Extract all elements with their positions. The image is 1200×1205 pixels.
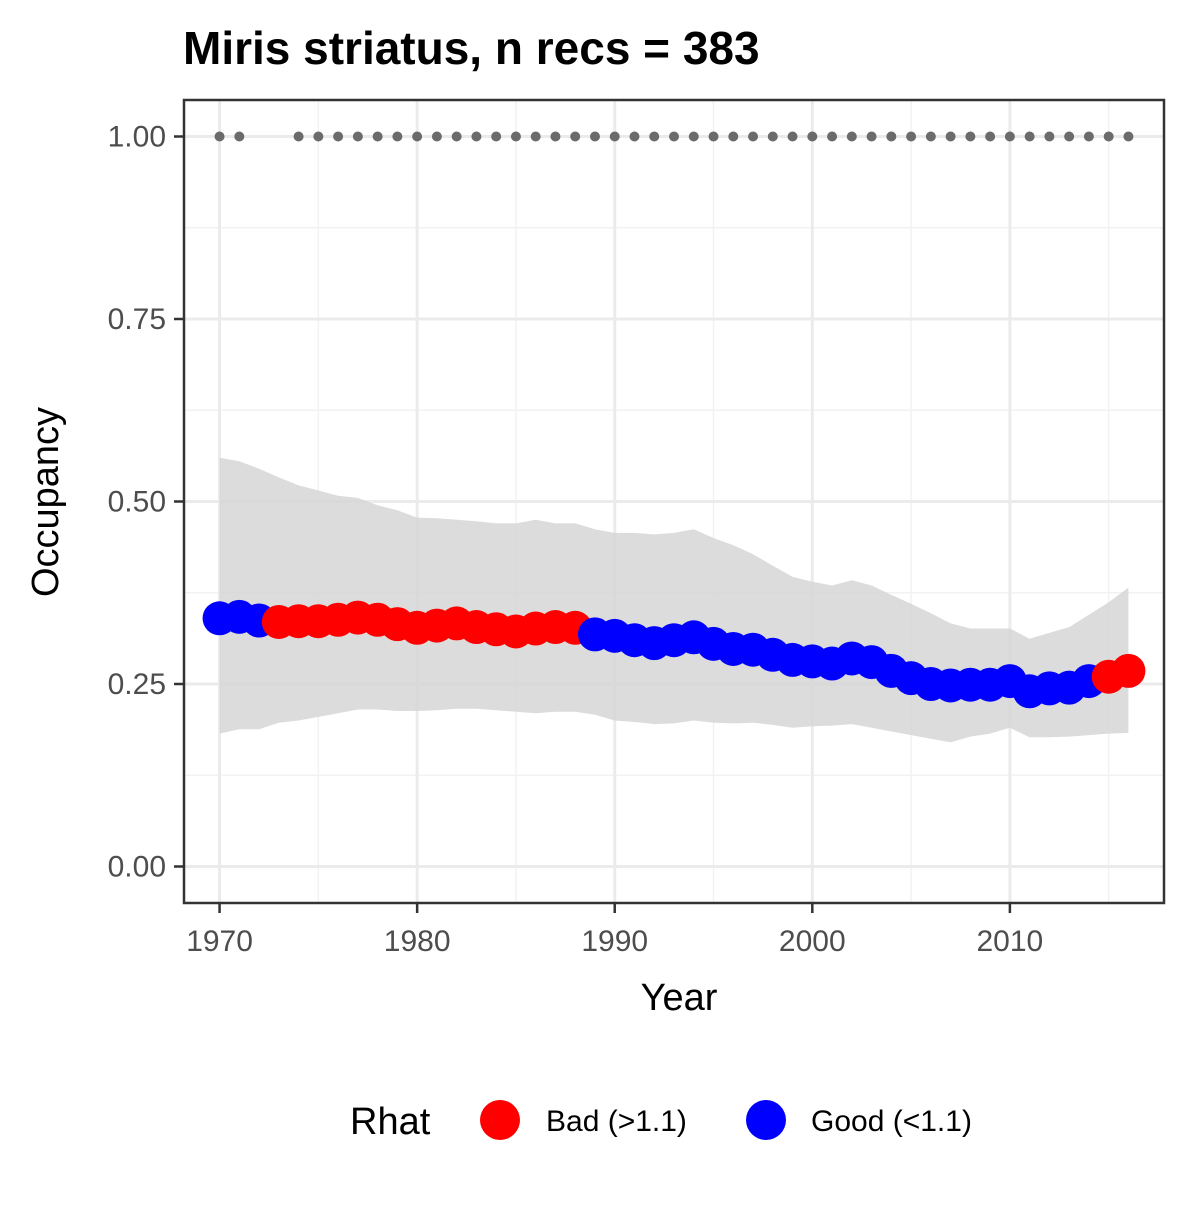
record-dot — [589, 131, 600, 142]
record-dot — [214, 131, 225, 142]
record-dot — [807, 131, 818, 142]
record-dot — [293, 131, 304, 142]
y-axis-title: Occupancy — [25, 407, 67, 597]
record-dot — [787, 131, 798, 142]
record-dot — [431, 131, 442, 142]
record-dot — [550, 131, 561, 142]
record-dot — [708, 131, 719, 142]
y-tick-label: 0.75 — [108, 303, 166, 336]
legend-title: Rhat — [350, 1101, 431, 1143]
y-tick-label: 0.25 — [108, 668, 166, 701]
x-axis-title: Year — [641, 977, 718, 1019]
legend-key-good — [746, 1100, 786, 1140]
record-dot — [609, 131, 620, 142]
x-tick-label: 2010 — [977, 925, 1044, 958]
record-dot — [925, 131, 936, 142]
record-dot — [886, 131, 897, 142]
legend-key-bad — [480, 1100, 520, 1140]
record-dot — [1083, 131, 1094, 142]
occupancy-point — [1111, 653, 1146, 688]
x-tick-label: 1970 — [186, 925, 253, 958]
record-dot — [1123, 131, 1134, 142]
record-dot — [333, 131, 344, 142]
record-dot — [767, 131, 778, 142]
y-tick-label: 0.00 — [108, 851, 166, 884]
record-dot — [530, 131, 541, 142]
record-dot — [372, 131, 383, 142]
record-dot — [827, 131, 838, 142]
record-dot — [510, 131, 521, 142]
record-dot — [1044, 131, 1055, 142]
record-dot — [1024, 131, 1035, 142]
record-dot — [412, 131, 423, 142]
record-dot — [491, 131, 502, 142]
record-dot — [866, 131, 877, 142]
record-dot — [728, 131, 739, 142]
record-dot — [629, 131, 640, 142]
x-tick-label: 2000 — [779, 925, 846, 958]
record-dot — [313, 131, 324, 142]
record-dot — [1004, 131, 1015, 142]
record-dot — [945, 131, 956, 142]
record-dot — [846, 131, 857, 142]
x-tick-label: 1980 — [384, 925, 451, 958]
record-dot — [1064, 131, 1075, 142]
record-dot — [352, 131, 363, 142]
y-tick-label: 1.00 — [108, 121, 166, 154]
record-dot — [965, 131, 976, 142]
legend-label-good: Good (<1.1) — [811, 1105, 972, 1138]
y-tick-label: 0.50 — [108, 486, 166, 519]
record-dot — [669, 131, 679, 142]
record-dot — [1103, 131, 1114, 142]
record-dot — [234, 131, 245, 142]
legend-label-bad: Bad (>1.1) — [546, 1105, 687, 1138]
record-dot — [649, 131, 660, 142]
legend: Rhat Bad (>1.1) Good (<1.1) — [350, 1100, 972, 1143]
record-dot — [688, 131, 699, 142]
chart-title: Miris striatus, n recs = 383 — [183, 22, 760, 74]
record-dot — [748, 131, 759, 142]
axes: 1970 1980 1990 2000 2010 0.00 0.25 0.50 0.75 1.00 — [108, 98, 1166, 958]
record-dot — [570, 131, 581, 142]
x-tick-label: 1990 — [581, 925, 648, 958]
record-dot — [906, 131, 917, 142]
record-dot — [392, 131, 403, 142]
record-dot — [985, 131, 996, 142]
record-dot — [451, 131, 462, 142]
record-dot — [471, 131, 482, 142]
plot-area — [184, 100, 1164, 903]
